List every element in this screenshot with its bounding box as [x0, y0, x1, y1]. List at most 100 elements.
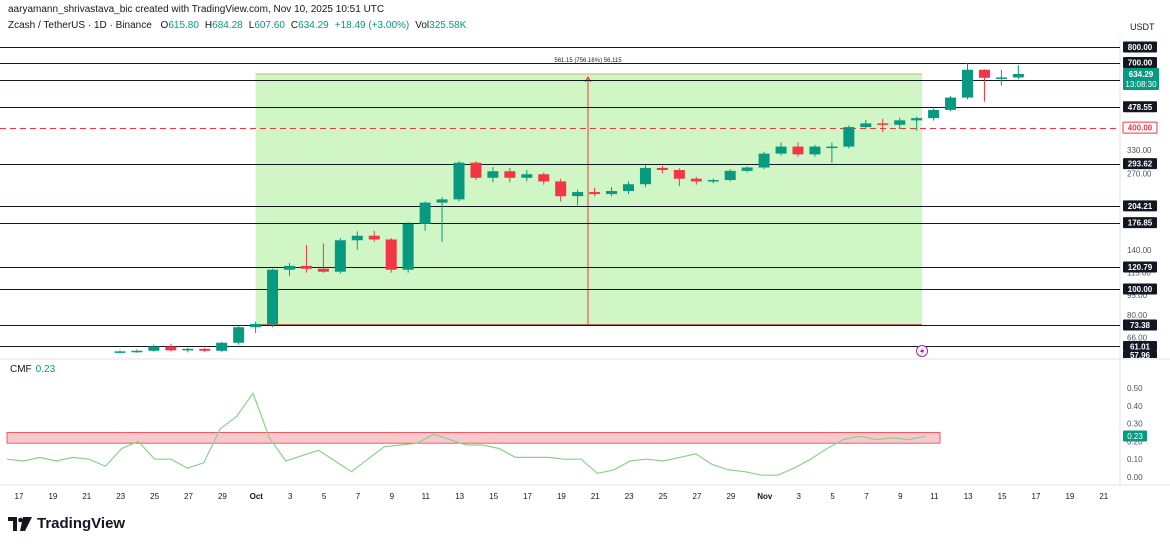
time-axis-label: 11: [422, 492, 431, 501]
candle-body: [182, 348, 194, 351]
ohlc-key: O: [160, 20, 169, 31]
candle-body: [487, 171, 499, 178]
time-axis-label: 13: [455, 492, 464, 501]
candle-body: [690, 178, 702, 182]
level-label: 478.55: [1128, 103, 1153, 112]
symbol-legend: Zcash / TetherUS · 1D · Binance O615.80 H…: [8, 20, 469, 31]
time-axis-label: Oct: [250, 492, 264, 501]
time-axis-label: 25: [659, 492, 668, 501]
time-axis-label: 27: [184, 492, 193, 501]
time-axis-label: 7: [356, 492, 361, 501]
time-axis-label: 15: [489, 492, 498, 501]
time-axis-label: 23: [116, 492, 125, 501]
candle-body: [521, 174, 533, 178]
cmf-line: [6, 392, 926, 476]
time-axis-label: 19: [48, 492, 57, 501]
cut-label-box: [1123, 352, 1157, 358]
candle-body: [877, 123, 889, 125]
ohlc-item: O615.80: [161, 20, 202, 31]
level-label: 73.38: [1130, 321, 1151, 330]
cmf-band: [6, 432, 941, 444]
tradingview-logo-icon: [8, 516, 32, 531]
candle-body: [978, 69, 990, 78]
time-axis-label: 5: [322, 492, 327, 501]
time-axis-label: 5: [830, 492, 835, 501]
time-axis-label: 21: [1099, 492, 1108, 501]
ohlc-item: Vol325.58K: [415, 20, 469, 31]
time-axis-label: 15: [998, 492, 1007, 501]
bar-close-timer: 13:08:30: [1125, 80, 1157, 89]
ohlc-value: 607.60: [254, 20, 285, 31]
candle-body: [673, 170, 685, 179]
level-label-box: [1123, 57, 1157, 69]
time-axis-label: 13: [964, 492, 973, 501]
time-axis-label: 17: [1032, 492, 1041, 501]
candle-body: [504, 171, 516, 178]
candle-body: [317, 268, 329, 272]
level-label-box: [1123, 217, 1157, 229]
candle-body: [284, 265, 295, 270]
time-axis-label: 27: [693, 492, 702, 501]
candle-body: [368, 235, 380, 240]
ohlc-value: +18.49 (+3.00%): [334, 20, 410, 31]
level-label-box: [1122, 121, 1158, 134]
attribution-text: aaryamann_shrivastava_bic created with T…: [8, 4, 385, 15]
candle-body: [334, 240, 346, 272]
price-axis-tick: 270.00: [1127, 169, 1152, 178]
candle-body: [538, 174, 550, 182]
ohlc-key: Vol: [415, 20, 430, 31]
cmf-current-box: [1123, 430, 1147, 442]
candle-body: [555, 181, 567, 197]
cmf-current-value: 0.23: [35, 364, 56, 375]
candle-body: [707, 180, 719, 182]
candle-body: [114, 351, 126, 353]
candle-body: [233, 327, 245, 343]
level-label: 293.62: [1128, 160, 1153, 169]
current-price-label: 634.29: [1129, 70, 1154, 79]
candle-body: [470, 162, 482, 178]
candle-body: [589, 192, 601, 195]
candle-body: [656, 167, 668, 171]
cmf-axis-tick: 0.50: [1127, 384, 1143, 393]
level-label: 204.21: [1128, 202, 1153, 211]
cmf-axis-tick: 0.10: [1127, 455, 1143, 464]
candle-body: [860, 123, 872, 128]
level-label: 400.00: [1128, 124, 1153, 133]
candle-body: [826, 146, 838, 149]
ohlc-item: L607.60: [249, 20, 288, 31]
level-label-box: [1123, 41, 1157, 53]
candle-body: [250, 324, 262, 328]
ohlc-item: H684.28: [205, 20, 246, 31]
candles-group: [114, 63, 1024, 354]
time-axis-label: 19: [557, 492, 566, 501]
symbol-title: Zcash / TetherUS · 1D · Binance: [8, 20, 152, 31]
candle-body: [911, 118, 923, 121]
candle-body: [894, 120, 906, 125]
time-axis-label: 29: [218, 492, 227, 501]
level-label-box: [1123, 319, 1157, 331]
cmf-axis-tick: 0.00: [1127, 473, 1143, 482]
tradingview-logo[interactable]: TradingView: [8, 515, 125, 532]
ohlc-value: 634.29: [298, 20, 329, 31]
cmf-axis-tick: 0.20: [1127, 437, 1143, 446]
candle-body: [623, 184, 634, 192]
cmf-title: CMF: [10, 364, 32, 375]
time-axis-label: 29: [726, 492, 735, 501]
level-label: 120.79: [1128, 263, 1153, 272]
candle-body: [453, 162, 465, 200]
price-axis-tick: 80.00: [1127, 311, 1148, 320]
level-label-box: [1123, 340, 1157, 352]
cmf-current-label: 0.23: [1127, 432, 1143, 441]
brand-name: TradingView: [37, 515, 126, 532]
time-axis-label: 3: [796, 492, 801, 501]
ohlc-key: L: [248, 20, 255, 31]
candle-body: [724, 170, 736, 181]
candle-body: [1012, 74, 1024, 78]
candle-body: [165, 346, 177, 351]
candle-body: [962, 69, 973, 98]
candle-body: [267, 269, 279, 325]
time-axis-label: 17: [15, 492, 24, 501]
candle-body: [436, 199, 448, 203]
ohlc-value: 684.28: [212, 20, 243, 31]
cmf-axis-tick: 0.40: [1127, 402, 1143, 411]
